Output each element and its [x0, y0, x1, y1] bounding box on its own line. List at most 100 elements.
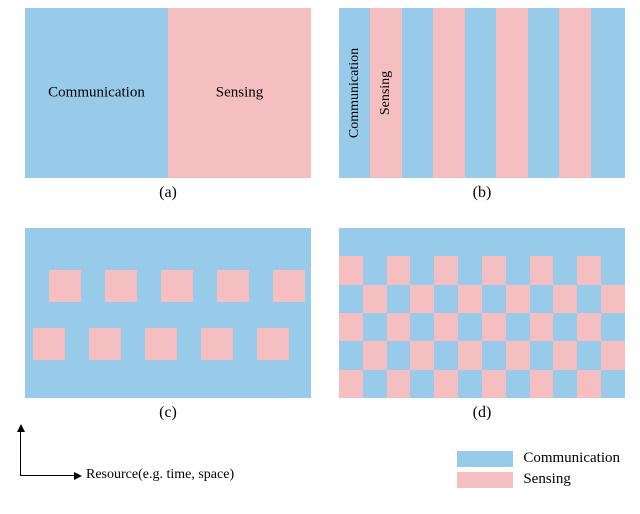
row-top: Communication Sensing (a) Communication S… [25, 8, 625, 208]
panel-d-cell [410, 370, 434, 398]
panel-d-cell [339, 228, 363, 256]
legend-label-sensing: Sensing [523, 471, 571, 488]
panel-a-left-label: Communication [48, 85, 145, 102]
cell-a: Communication Sensing (a) [25, 8, 311, 208]
caption-c: (c) [25, 398, 311, 428]
panel-c-block [89, 328, 121, 360]
legend-swatch-communication [457, 451, 513, 467]
panel-d-cell [553, 256, 577, 284]
panel-d-row [339, 256, 625, 284]
panel-d-cell [339, 256, 363, 284]
panel-d-cell [339, 341, 363, 369]
panel-d-cell [387, 313, 411, 341]
panel-d-cell [363, 370, 387, 398]
panel-d-cell [434, 313, 458, 341]
panel-d-cell [458, 256, 482, 284]
panel-d-cell [601, 228, 625, 256]
panel-d-cell [482, 256, 506, 284]
panel-d [339, 228, 625, 398]
panel-d-cell [506, 228, 530, 256]
panel-d-row [339, 228, 625, 256]
panel-d-cell [363, 285, 387, 313]
panel-d-cell [339, 285, 363, 313]
panel-d-cell [577, 313, 601, 341]
panel-c-block [217, 270, 249, 302]
panel-d-cell [530, 256, 554, 284]
panel-c [25, 228, 311, 398]
panel-b-stripe [402, 8, 433, 178]
panel-d-cell [363, 256, 387, 284]
panel-d-cell [434, 285, 458, 313]
panel-d-cell [458, 341, 482, 369]
panel-d-cell [506, 341, 530, 369]
panel-c-block [257, 328, 289, 360]
row-bottom: (c) (d) [25, 228, 625, 428]
panel-d-cell [482, 228, 506, 256]
panel-d-cell [553, 228, 577, 256]
panel-d-cell [577, 341, 601, 369]
caption-a: (a) [25, 178, 311, 208]
cell-d: (d) [339, 228, 625, 428]
panel-c-block [161, 270, 193, 302]
panel-d-cell [506, 313, 530, 341]
panel-b-stripe-label: Communication [347, 48, 363, 138]
panel-d-cell [577, 256, 601, 284]
panel-b-stripe [465, 8, 496, 178]
panel-d-row [339, 313, 625, 341]
legend-item-communication: Communication [457, 450, 620, 467]
panel-d-cell [530, 370, 554, 398]
panel-d-cell [553, 370, 577, 398]
panel-a-right-label: Sensing [216, 85, 264, 102]
panel-d-cell [577, 285, 601, 313]
panel-d-cell [553, 313, 577, 341]
panel-d-cell [530, 228, 554, 256]
panel-d-cell [387, 228, 411, 256]
panel-d-cell [601, 313, 625, 341]
panel-d-cell [434, 341, 458, 369]
legend-swatch-sensing [457, 472, 513, 488]
panel-d-cell [363, 228, 387, 256]
panel-d-cell [410, 313, 434, 341]
panel-d-cell [530, 341, 554, 369]
panel-d-cell [434, 370, 458, 398]
y-axis-arrow [20, 426, 21, 476]
panel-c-canvas [25, 228, 311, 398]
panel-d-row [339, 285, 625, 313]
panel-d-cell [482, 313, 506, 341]
panel-d-cell [482, 341, 506, 369]
caption-d: (d) [339, 398, 625, 428]
panel-d-cell [577, 370, 601, 398]
cell-b: CommunicationSensing (b) [339, 8, 625, 208]
panel-d-cell [410, 285, 434, 313]
panel-d-cell [506, 285, 530, 313]
panel-d-cell [339, 313, 363, 341]
panel-d-row [339, 341, 625, 369]
panel-b: Communication Sensing [339, 8, 625, 178]
panel-c-block [201, 328, 233, 360]
panel-b-stripe: Sensing [370, 8, 401, 178]
panel-b-stripes: Communication Sensing [339, 8, 625, 178]
panel-d-cell [458, 285, 482, 313]
x-axis-label: Resource(e.g. time, space) [86, 467, 234, 483]
panel-d-cell [577, 228, 601, 256]
panel-b-stripe-label: Sensing [378, 71, 394, 115]
panel-d-cell [553, 285, 577, 313]
panel-b-stripe [496, 8, 527, 178]
panel-d-cell [601, 370, 625, 398]
panel-b-stripe: Communication [339, 8, 370, 178]
legend-label-communication: Communication [523, 450, 620, 467]
panel-d-cell [387, 285, 411, 313]
panel-d-cell [387, 370, 411, 398]
panel-d-cell [434, 228, 458, 256]
panel-d-cell [458, 370, 482, 398]
panel-d-cell [410, 228, 434, 256]
panel-d-cell [601, 285, 625, 313]
x-axis-arrow [20, 475, 80, 476]
cell-c: (c) [25, 228, 311, 428]
panel-d-cell [458, 313, 482, 341]
panel-d-cell [410, 256, 434, 284]
panel-a: Communication Sensing [25, 8, 311, 178]
panel-d-cell [506, 370, 530, 398]
panel-a-left: Communication [25, 8, 168, 178]
legend-item-sensing: Sensing [457, 471, 620, 488]
